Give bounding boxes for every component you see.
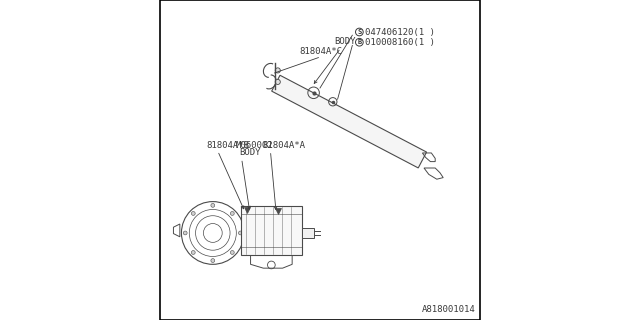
- Text: 81804A*C: 81804A*C: [300, 47, 342, 56]
- Circle shape: [239, 231, 243, 235]
- FancyBboxPatch shape: [302, 228, 314, 238]
- Text: 010008160(1 ): 010008160(1 ): [365, 38, 435, 47]
- Text: A818001014: A818001014: [422, 305, 475, 314]
- Circle shape: [275, 79, 280, 84]
- Circle shape: [211, 204, 215, 207]
- Text: 047406120(1 ): 047406120(1 ): [365, 28, 435, 36]
- Circle shape: [183, 231, 187, 235]
- Circle shape: [275, 68, 280, 73]
- Circle shape: [211, 259, 215, 262]
- Text: BODY: BODY: [334, 37, 356, 46]
- Circle shape: [191, 251, 195, 254]
- Text: 81804A*A: 81804A*A: [262, 141, 305, 150]
- Circle shape: [191, 212, 195, 215]
- Text: BODY: BODY: [239, 148, 261, 157]
- Text: 81804A*B: 81804A*B: [206, 141, 250, 150]
- Text: S: S: [357, 29, 362, 35]
- Text: B: B: [357, 39, 362, 45]
- Polygon shape: [272, 75, 426, 168]
- Circle shape: [230, 212, 234, 215]
- FancyBboxPatch shape: [241, 206, 302, 255]
- Text: M060002: M060002: [236, 141, 273, 150]
- Circle shape: [230, 251, 234, 254]
